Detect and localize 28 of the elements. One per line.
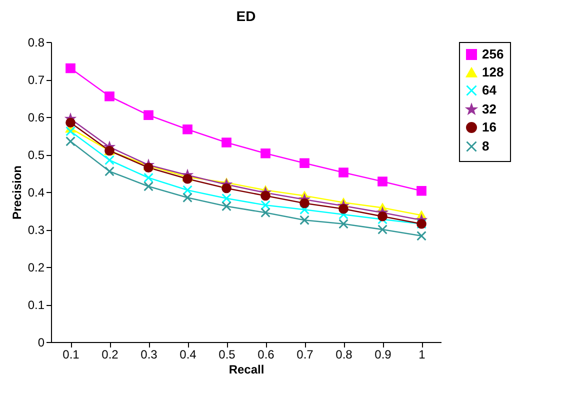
x-tick-label: 0.6 <box>258 348 275 362</box>
y-tick-label: 0 <box>38 336 45 350</box>
x-tick-label: 0.1 <box>62 348 80 362</box>
y-tick-label: 0.1 <box>28 298 45 312</box>
x-tick-label: 0.3 <box>140 348 158 362</box>
legend-label: 32 <box>482 102 496 116</box>
chart-title: ED <box>236 8 256 24</box>
x-tick-label: 1 <box>418 348 426 362</box>
x-tick-label: 0.9 <box>374 348 392 362</box>
y-tick-label: 0.2 <box>28 260 45 274</box>
x-tick-label: 0.8 <box>336 348 353 362</box>
legend-label: 16 <box>482 120 496 134</box>
y-axis-title: Precision <box>10 165 24 220</box>
y-tick-label: 0.7 <box>28 73 45 87</box>
x-tick-label: 0.5 <box>218 348 236 362</box>
y-tick-label: 0.8 <box>28 36 45 50</box>
legend-label: 128 <box>482 64 504 80</box>
x-tick-label: 0.4 <box>180 348 197 362</box>
y-tick-label: 0.3 <box>28 223 45 237</box>
y-tick-label: 0.5 <box>28 148 45 162</box>
y-tick-label: 0.4 <box>28 186 45 200</box>
legend-label: 64 <box>482 82 498 98</box>
x-tick-label: 0.2 <box>102 348 119 362</box>
x-tick-label: 0.7 <box>296 348 314 362</box>
x-axis-title: Recall <box>228 362 264 376</box>
y-tick-label: 0.6 <box>28 110 45 124</box>
legend-label: 8 <box>482 138 490 154</box>
legend-label: 256 <box>482 46 504 62</box>
